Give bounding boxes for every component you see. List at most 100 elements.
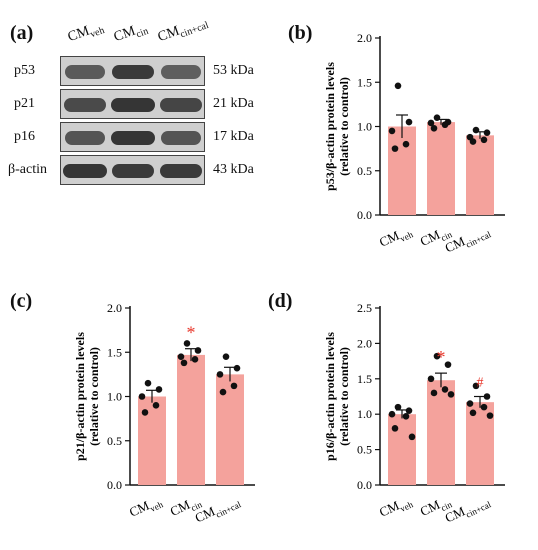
kda-label-p16: 17 kDa (213, 129, 254, 144)
panel-label-d: (d) (268, 290, 293, 312)
x-tick-label: CMcin+cal (193, 492, 243, 528)
blot-band (159, 164, 203, 178)
data-point (230, 382, 238, 390)
blot-band (160, 131, 202, 145)
data-point (144, 379, 152, 387)
lane-label-cin: CMcin (111, 23, 150, 46)
y-tick-label: 1.0 (107, 390, 122, 404)
blot-strip-p16 (60, 122, 205, 152)
y-axis-label-units: (relative to control) (337, 347, 351, 446)
data-point (233, 364, 241, 372)
data-point (433, 352, 441, 360)
significance-mark: * (187, 323, 196, 343)
data-point (480, 136, 488, 144)
blot-band (111, 98, 155, 112)
y-tick-label: 1.5 (357, 372, 372, 386)
data-point (402, 140, 410, 148)
y-tick-label: 2.5 (357, 301, 372, 315)
x-tick-label: CMveh (377, 222, 415, 253)
blot-band (111, 65, 155, 79)
data-point (388, 410, 396, 418)
blot-band (63, 164, 107, 178)
data-point (405, 407, 413, 414)
y-tick-label: 2.0 (107, 301, 122, 315)
data-point (394, 403, 402, 411)
data-point (483, 393, 491, 400)
blot-strip-beta-actin (60, 155, 205, 185)
y-tick-label: 0.0 (357, 208, 372, 222)
y-tick-label: 0.0 (357, 478, 372, 492)
chart-p53: p53/β-actin protein levels (relative to c… (323, 31, 505, 258)
bar (427, 380, 455, 485)
data-point (444, 361, 452, 368)
data-point (486, 412, 494, 419)
blot-label-beta-actin: β-actin (8, 162, 47, 177)
data-point (155, 386, 163, 393)
panel-label-a: (a) (10, 22, 34, 44)
data-point (216, 371, 224, 378)
data-point (391, 145, 399, 152)
data-point (152, 402, 160, 409)
data-point (183, 340, 191, 347)
y-tick-label: 0.5 (107, 434, 122, 448)
x-tick-label: CMcin+cal (443, 222, 493, 258)
blot-label-p21: p21 (14, 96, 35, 111)
y-axis-label: p16/β-actin protein levels (323, 332, 337, 461)
panel-label-b: (b) (288, 22, 313, 44)
data-point (141, 409, 149, 416)
data-point (480, 403, 488, 411)
kda-label-beta-actin: 43 kDa (213, 162, 254, 177)
y-axis-label-units: (relative to control) (87, 347, 101, 446)
data-point (427, 375, 435, 383)
bar (177, 354, 205, 485)
blot-band (161, 65, 201, 79)
blot-band (64, 65, 106, 79)
data-point (433, 114, 441, 121)
y-tick-label: 2.0 (357, 336, 372, 350)
blot-strip-p21 (60, 89, 205, 119)
data-point (194, 347, 202, 354)
y-tick-label: 2.0 (357, 31, 372, 45)
chart-p16: p16/β-actin protein levels (relative to c… (323, 301, 505, 528)
bar (388, 414, 416, 485)
blot-band (111, 131, 155, 145)
kda-label-p53: 53 kDa (213, 63, 254, 78)
data-point (430, 389, 438, 397)
data-point (472, 382, 480, 390)
data-point (388, 127, 396, 135)
data-point (469, 138, 477, 145)
y-tick-label: 1.5 (107, 345, 122, 359)
significance-mark: # (477, 376, 484, 391)
x-tick-label: CMveh (377, 492, 415, 523)
blot-strip-p53 (60, 56, 205, 86)
data-point (191, 356, 199, 363)
y-tick-label: 0.0 (107, 478, 122, 492)
blot-label-p53: p53 (14, 63, 35, 78)
data-point (177, 353, 185, 360)
blot-band (160, 98, 202, 112)
bar (388, 126, 416, 215)
kda-label-p21: 21 kDa (213, 96, 254, 111)
data-point (441, 121, 449, 129)
data-point (138, 393, 146, 400)
y-axis-label: p53/β-actin protein levels (323, 62, 337, 191)
y-tick-label: 0.5 (357, 164, 372, 178)
blot-band (111, 164, 155, 178)
data-point (447, 391, 455, 398)
blot-band (64, 98, 106, 112)
data-point (222, 353, 230, 360)
lane-label-veh: CMveh (65, 23, 107, 46)
lane-label-cin-cal: CMcin+cal (155, 19, 211, 46)
data-point (472, 126, 480, 134)
data-point (408, 433, 416, 441)
x-tick-label: CMveh (127, 492, 165, 523)
x-tick-label: CMcin+cal (443, 492, 493, 528)
bar (466, 135, 494, 215)
data-point (441, 386, 449, 393)
y-tick-label: 1.0 (357, 407, 372, 421)
bar (427, 122, 455, 215)
data-point (402, 413, 410, 420)
data-point (427, 119, 435, 127)
y-tick-label: 1.5 (357, 75, 372, 89)
data-point (405, 118, 413, 126)
